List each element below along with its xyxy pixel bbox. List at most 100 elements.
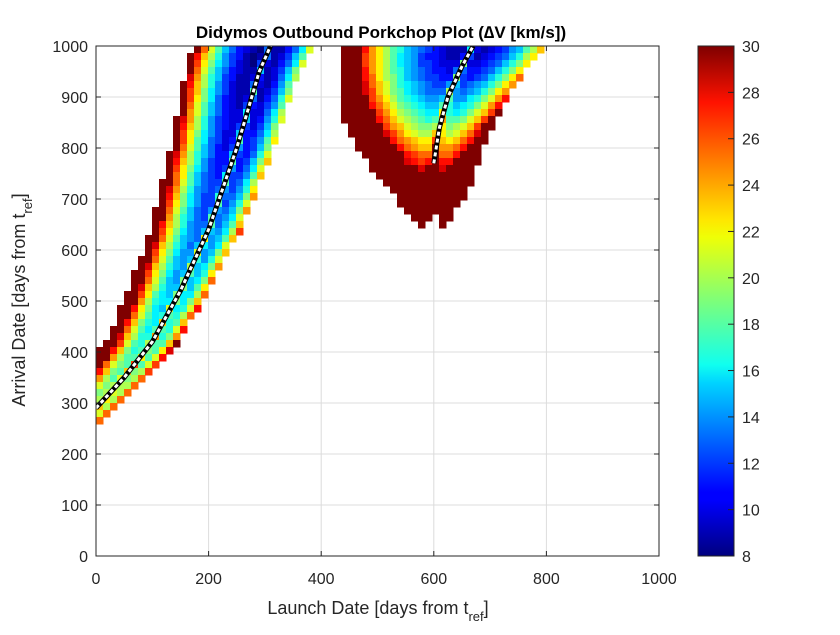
contour-cell bbox=[110, 375, 118, 383]
contour-cell bbox=[166, 291, 174, 299]
contour-cell bbox=[264, 116, 272, 124]
contour-cell bbox=[215, 130, 223, 138]
contour-cell bbox=[208, 256, 216, 264]
contour-cell bbox=[383, 53, 391, 61]
contour-cell bbox=[439, 165, 447, 173]
contour-cell bbox=[194, 242, 202, 250]
contour-cell bbox=[404, 207, 412, 215]
contour-cell bbox=[236, 165, 244, 173]
colorbar-tick-label: 8 bbox=[742, 549, 751, 566]
contour-cell bbox=[446, 151, 454, 159]
contour-cell bbox=[341, 88, 349, 96]
contour-cell bbox=[425, 193, 433, 201]
contour-cell bbox=[425, 60, 433, 68]
contour-cell bbox=[495, 102, 503, 110]
contour-cell bbox=[397, 67, 405, 75]
contour-cell bbox=[348, 102, 356, 110]
contour-cell bbox=[243, 53, 251, 61]
contour-cell bbox=[474, 46, 482, 54]
contour-cell bbox=[474, 67, 482, 75]
contour-cell bbox=[201, 228, 209, 236]
contour-cell bbox=[425, 179, 433, 187]
contour-cell bbox=[481, 74, 489, 82]
contour-cell bbox=[229, 130, 237, 138]
contour-cell bbox=[131, 368, 139, 376]
contour-cell bbox=[194, 228, 202, 236]
contour-cell bbox=[194, 270, 202, 278]
contour-cell bbox=[376, 130, 384, 138]
contour-cell bbox=[110, 354, 118, 362]
contour-cell bbox=[383, 102, 391, 110]
contour-cell bbox=[138, 298, 146, 306]
contour-cell bbox=[243, 186, 251, 194]
contour-cell bbox=[110, 396, 118, 404]
contour-cell bbox=[257, 158, 265, 166]
contour-cell bbox=[166, 151, 174, 159]
contour-cell bbox=[397, 102, 405, 110]
contour-cell bbox=[425, 102, 433, 110]
contour-cell bbox=[103, 361, 111, 369]
contour-cell bbox=[460, 123, 468, 131]
contour-cell bbox=[453, 95, 461, 103]
contour-cell bbox=[180, 172, 188, 180]
contour-cell bbox=[425, 186, 433, 194]
contour-cell bbox=[215, 109, 223, 117]
contour-cell bbox=[173, 144, 181, 152]
contour-cell bbox=[418, 207, 426, 215]
contour-cell bbox=[341, 74, 349, 82]
colorbar-tick-label: 24 bbox=[742, 178, 760, 195]
contour-cell bbox=[159, 298, 167, 306]
contour-cell bbox=[250, 172, 258, 180]
contour-cell bbox=[103, 382, 111, 390]
contour-cell bbox=[201, 95, 209, 103]
contour-cell bbox=[222, 186, 230, 194]
contour-cell bbox=[173, 193, 181, 201]
contour-cell bbox=[376, 116, 384, 124]
contour-cell bbox=[250, 193, 258, 201]
contour-cell bbox=[467, 81, 475, 89]
contour-cell bbox=[432, 179, 440, 187]
contour-cell bbox=[397, 200, 405, 208]
contour-cell bbox=[355, 53, 363, 61]
contour-cell bbox=[173, 179, 181, 187]
contour-cell bbox=[201, 179, 209, 187]
contour-cell bbox=[390, 74, 398, 82]
contour-cell bbox=[369, 74, 377, 82]
contour-cell bbox=[180, 242, 188, 250]
contour-cell bbox=[187, 228, 195, 236]
contour-cell bbox=[166, 256, 174, 264]
contour-cell bbox=[502, 60, 510, 68]
contour-cell bbox=[117, 312, 125, 320]
contour-cell bbox=[453, 88, 461, 96]
contour-cell bbox=[110, 340, 118, 348]
contour-cell bbox=[117, 361, 125, 369]
contour-cell bbox=[194, 291, 202, 299]
contour-cell bbox=[222, 123, 230, 131]
contour-cell bbox=[418, 144, 426, 152]
contour-cell bbox=[467, 123, 475, 131]
contour-cell bbox=[201, 102, 209, 110]
contour-cell bbox=[488, 67, 496, 75]
contour-cell bbox=[432, 130, 440, 138]
contour-cell bbox=[138, 333, 146, 341]
contour-cell bbox=[173, 333, 181, 341]
contour-cell bbox=[446, 74, 454, 82]
contour-cell bbox=[250, 67, 258, 75]
contour-cell bbox=[411, 46, 419, 54]
contour-cell bbox=[117, 396, 125, 404]
contour-cell bbox=[474, 102, 482, 110]
contour-cell bbox=[180, 263, 188, 271]
contour-cell bbox=[446, 67, 454, 75]
contour-cell bbox=[488, 88, 496, 96]
contour-cell bbox=[194, 172, 202, 180]
contour-cell bbox=[208, 109, 216, 117]
contour-cell bbox=[166, 193, 174, 201]
contour-cell bbox=[138, 263, 146, 271]
contour-cell bbox=[488, 116, 496, 124]
contour-cell bbox=[474, 151, 482, 159]
contour-cell bbox=[439, 186, 447, 194]
singularity-line bbox=[432, 46, 475, 164]
contour-cell bbox=[257, 137, 265, 145]
contour-cell bbox=[439, 207, 447, 215]
contour-cell bbox=[439, 74, 447, 82]
